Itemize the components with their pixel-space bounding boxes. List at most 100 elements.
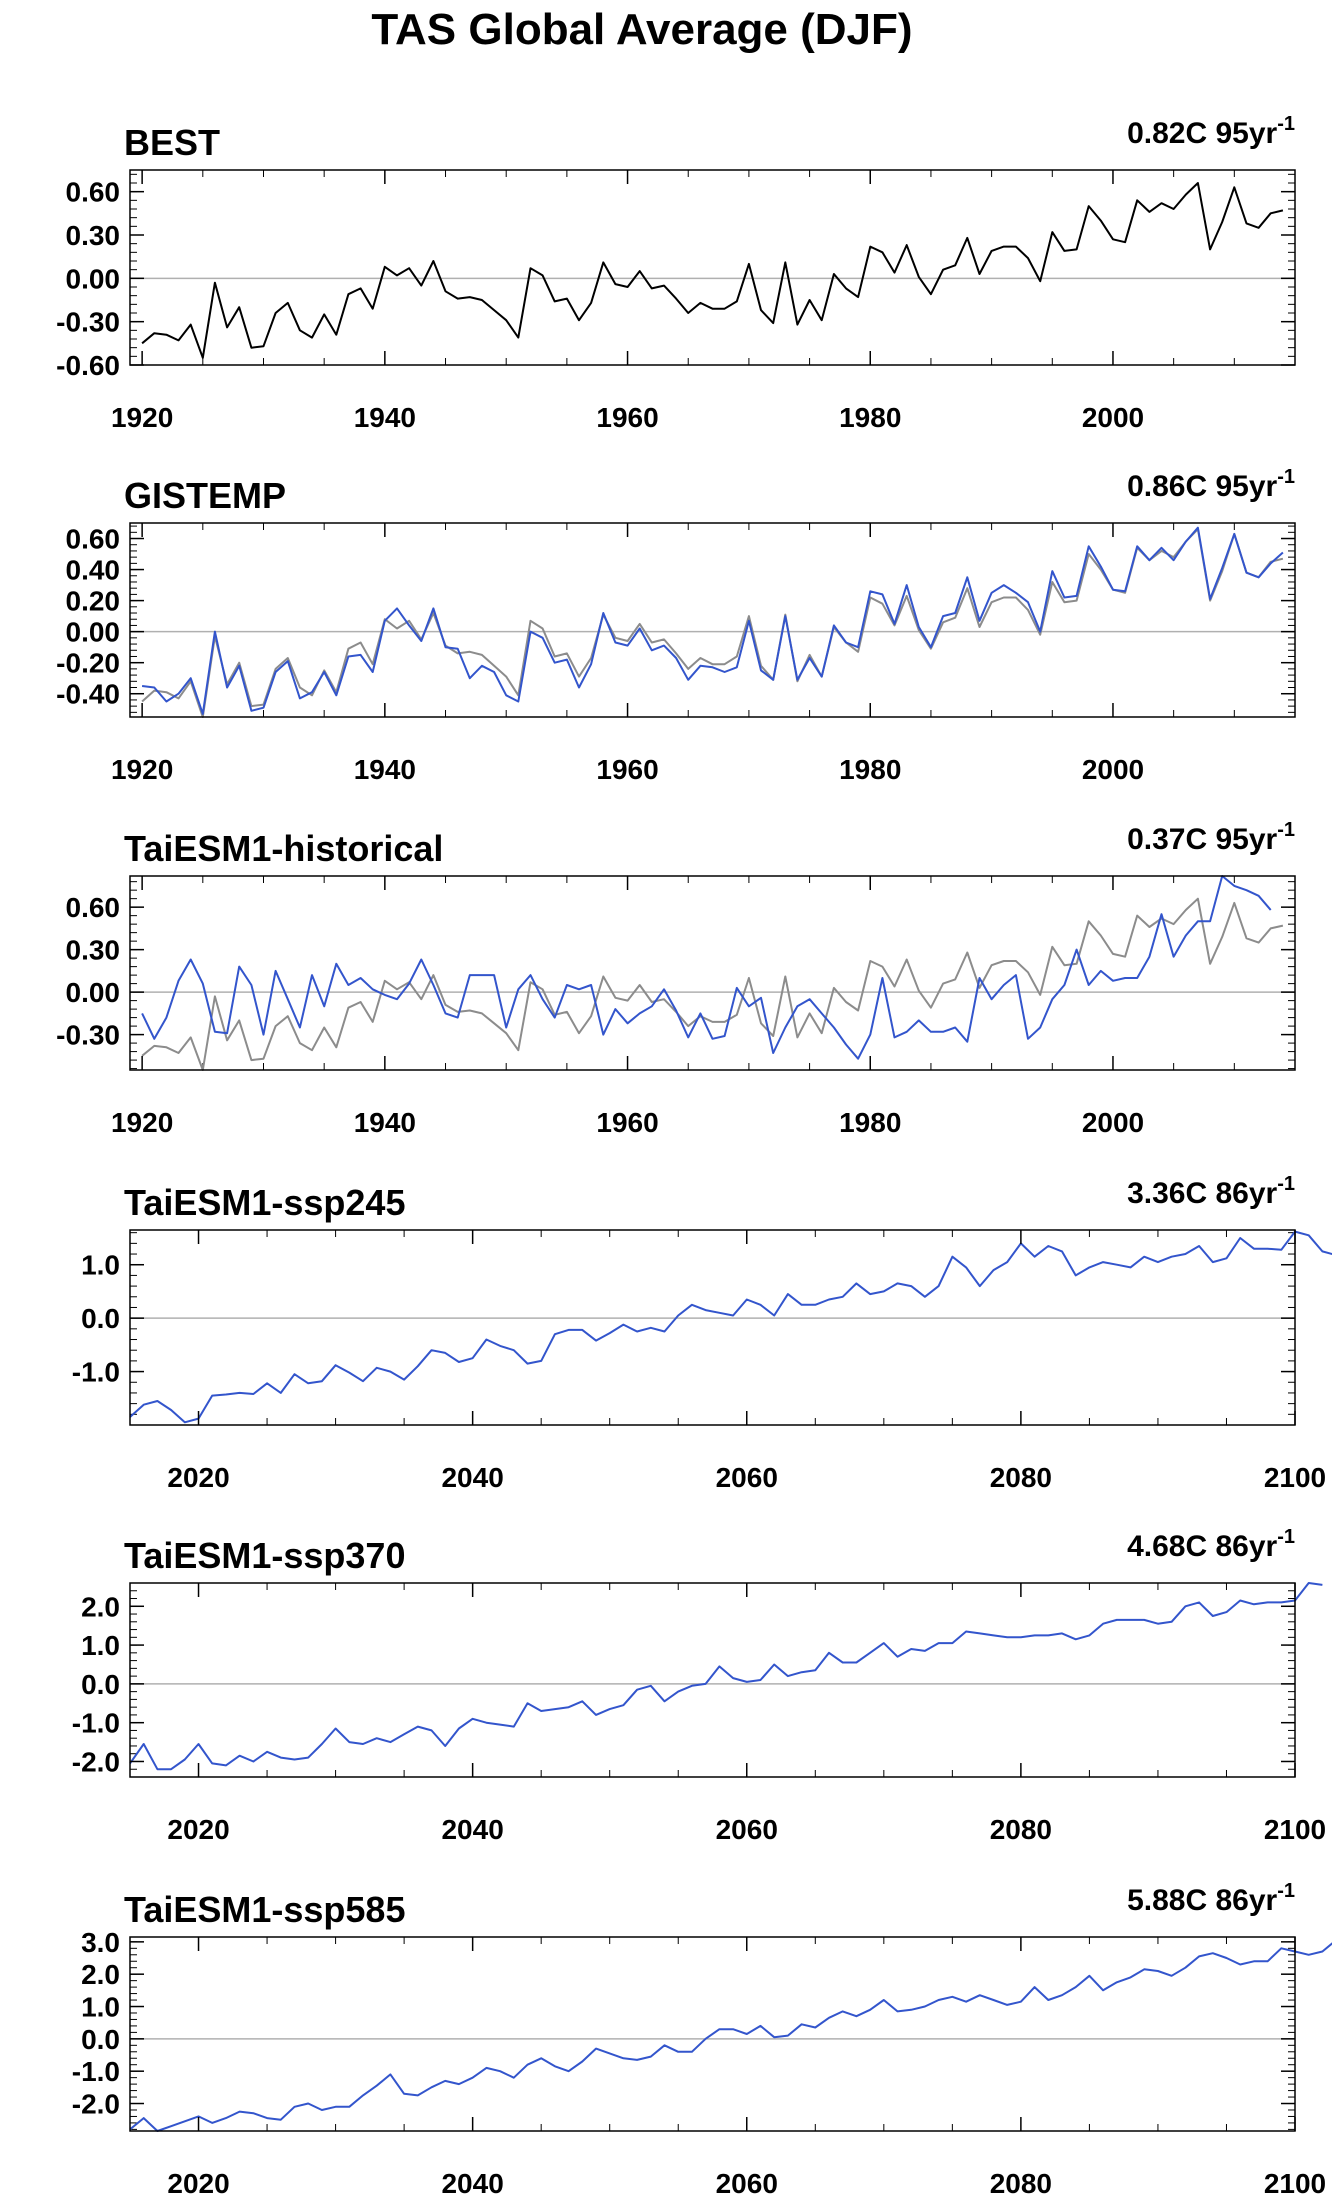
x-tick-label: 2060 [716, 2168, 778, 2199]
plot-frame [129, 875, 1296, 1071]
y-tick-label: 0.20 [66, 586, 121, 617]
x-tick-label: 2100 [1264, 1462, 1326, 1493]
y-tick-label: 0.60 [66, 524, 121, 555]
trend-exponent: -1 [1277, 819, 1295, 841]
chart-panel-3: TaiESM1-historical 0.37C 95yr-1 1920 1940 19… [56, 819, 1296, 1138]
x-tick-label: 1980 [839, 1107, 901, 1138]
chart-panel-2: GISTEMP 0.86C 95yr-1 1920 1940 1960 1980 2000 0… [56, 466, 1296, 785]
x-tick-label: 2060 [716, 1462, 778, 1493]
series-line-1 [129, 1230, 1332, 1424]
x-tick-label: 2000 [1082, 1107, 1144, 1138]
y-tick-label: 3.0 [81, 1927, 120, 1958]
x-tick-label: 1940 [354, 754, 416, 785]
panel-title: TaiESM1-historical [124, 828, 443, 869]
panel-title: BEST [124, 122, 220, 163]
y-tick-label: 0.30 [66, 220, 121, 251]
y-tick-label: -0.30 [56, 1020, 120, 1051]
y-tick-label: -0.40 [56, 679, 120, 710]
chart-panel-1: BEST 0.82C 95yr-1 1920 1940 1960 1980 2000 0.60… [56, 113, 1296, 433]
minor-ticks [130, 876, 1296, 1070]
y-tick-label: -2.0 [72, 1746, 120, 1777]
y-tick-label: 0.0 [81, 2024, 120, 2055]
plot-frame [129, 522, 1296, 718]
x-tick-label: 2020 [167, 2168, 229, 2199]
trend-annotation: 5.88C 86yr-1 [1127, 1880, 1295, 1917]
panel-title: TaiESM1-ssp370 [124, 1535, 405, 1576]
minor-ticks [130, 523, 1296, 717]
series-line-1 [129, 1942, 1332, 2132]
panel-title: GISTEMP [124, 475, 286, 516]
trend-annotation: 0.37C 95yr-1 [1127, 819, 1295, 856]
x-tick-label: 1960 [596, 754, 658, 785]
trend-annotation: 3.36C 86yr-1 [1127, 1173, 1295, 1210]
y-tick-label: 0.60 [66, 892, 121, 923]
x-tick-label: 1920 [111, 754, 173, 785]
y-tick-label: -0.30 [56, 307, 120, 338]
y-tick-label: 2.0 [81, 1591, 120, 1622]
x-tick-label: 2040 [441, 1814, 503, 1845]
y-tick-label: -0.60 [56, 350, 120, 381]
plot-frame [129, 1229, 1296, 1426]
trend-value: 0.82C 95yr [1127, 117, 1277, 150]
trend-exponent: -1 [1277, 1880, 1295, 1902]
x-tick-label: 2080 [990, 1462, 1052, 1493]
y-tick-label: -1.0 [72, 1708, 120, 1739]
trend-annotation: 0.86C 95yr-1 [1127, 466, 1295, 503]
series-line-1 [141, 182, 1284, 359]
y-tick-label: -0.20 [56, 648, 120, 679]
x-tick-label: 1960 [596, 1107, 658, 1138]
trend-value: 3.36C 86yr [1127, 1177, 1277, 1210]
trend-value: 4.68C 86yr [1127, 1530, 1277, 1563]
x-tick-label: 2020 [167, 1462, 229, 1493]
y-tick-label: 0.60 [66, 177, 121, 208]
chart-panel-6: TaiESM1-ssp585 5.88C 86yr-1 2020 2040 2060 20… [72, 1880, 1332, 2199]
x-tick-label: 1920 [111, 1107, 173, 1138]
x-tick-label: 1940 [354, 402, 416, 433]
y-tick-label: 0.0 [81, 1303, 120, 1334]
x-tick-label: 1980 [839, 754, 901, 785]
y-tick-label: -1.0 [72, 1357, 120, 1388]
series-line-2 [141, 526, 1284, 715]
x-tick-label: 2100 [1264, 2168, 1326, 2199]
panel-title: TaiESM1-ssp245 [124, 1182, 405, 1223]
y-tick-label: 1.0 [81, 1992, 120, 2023]
x-tick-label: 2100 [1264, 1814, 1326, 1845]
minor-ticks [130, 170, 1296, 366]
plot-frame [129, 1582, 1296, 1778]
x-tick-label: 2060 [716, 1814, 778, 1845]
plot-frame [129, 169, 1296, 366]
y-tick-label: -2.0 [72, 2089, 120, 2120]
x-tick-label: 2000 [1082, 754, 1144, 785]
y-tick-label: -1.0 [72, 2056, 120, 2087]
trend-annotation: 4.68C 86yr-1 [1127, 1526, 1295, 1563]
series-line-1 [141, 897, 1284, 1071]
y-tick-label: 0.40 [66, 555, 121, 586]
minor-ticks [129, 1582, 1295, 1777]
x-tick-label: 2080 [990, 2168, 1052, 2199]
x-tick-label: 1980 [839, 402, 901, 433]
panel-title: TaiESM1-ssp585 [124, 1889, 405, 1930]
trend-value: 0.37C 95yr [1127, 823, 1277, 856]
x-tick-label: 2020 [167, 1814, 229, 1845]
trend-value: 0.86C 95yr [1127, 470, 1277, 503]
series-line-1 [129, 1582, 1323, 1771]
x-tick-label: 2040 [441, 2168, 503, 2199]
y-tick-label: 0.00 [66, 977, 121, 1008]
trend-exponent: -1 [1277, 1173, 1295, 1195]
x-tick-label: 1960 [596, 402, 658, 433]
y-tick-label: 0.30 [66, 935, 121, 966]
chart-panel-4: TaiESM1-ssp245 3.36C 86yr-1 2020 2040 2060 20… [72, 1173, 1332, 1493]
series-line-1 [141, 528, 1284, 718]
series-line-2 [141, 875, 1272, 1060]
plot-frame [129, 1936, 1296, 2132]
y-tick-label: 0.00 [66, 617, 121, 648]
y-tick-label: 1.0 [81, 1250, 120, 1281]
trend-exponent: -1 [1277, 1526, 1295, 1548]
x-tick-label: 2080 [990, 1814, 1052, 1845]
figure-title: TAS Global Average (DJF) [371, 5, 912, 54]
y-tick-label: 0.00 [66, 263, 121, 294]
trend-annotation: 0.82C 95yr-1 [1127, 113, 1295, 150]
x-tick-label: 1940 [354, 1107, 416, 1138]
